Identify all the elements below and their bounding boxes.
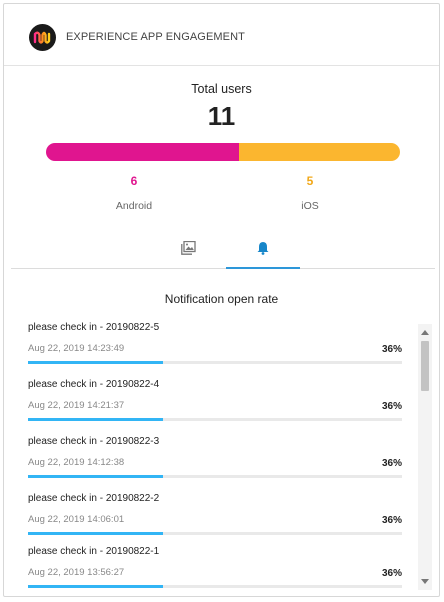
android-count: 6 [130, 174, 138, 188]
bell-icon [257, 242, 269, 255]
notification-open-rate: 36% [381, 401, 402, 412]
scroll-down-arrow-icon[interactable] [421, 579, 429, 584]
android-stat: 6 Android [74, 174, 194, 212]
notification-open-rate: 36% [381, 344, 402, 355]
app-title: EXPERIENCE APP ENGAGEMENT [66, 31, 245, 43]
notification-timestamp: Aug 22, 2019 13:56:27 [28, 567, 125, 578]
open-rate-track [28, 418, 402, 421]
notification-open-rate-title: Notification open rate [164, 292, 279, 306]
notification-title: please check in - 20190822-1 [28, 546, 160, 557]
list-item[interactable]: please check in - 20190822-3 Aug 22, 201… [28, 436, 402, 491]
notification-timestamp: Aug 22, 2019 14:06:01 [28, 514, 125, 525]
open-rate-track [28, 361, 402, 364]
gallery-icon [180, 241, 196, 255]
open-rate-fill [28, 361, 163, 364]
open-rate-fill [28, 532, 163, 535]
android-label: Android [115, 200, 153, 212]
scrollbar-thumb[interactable] [421, 341, 429, 391]
list-item[interactable]: please check in - 20190822-5 Aug 22, 201… [28, 322, 402, 377]
scroll-up-arrow-icon[interactable] [421, 330, 429, 335]
view-tabs [11, 237, 435, 269]
platform-split-bar [46, 143, 400, 161]
notification-title: please check in - 20190822-2 [28, 493, 160, 504]
android-share-segment [46, 143, 239, 161]
open-rate-fill [28, 475, 163, 478]
notification-open-rate: 36% [381, 458, 402, 469]
list-item[interactable]: please check in - 20190822-2 Aug 22, 201… [28, 493, 402, 548]
list-item[interactable]: please check in - 20190822-1 Aug 22, 201… [28, 546, 402, 590]
notification-timestamp: Aug 22, 2019 14:23:49 [28, 343, 125, 354]
ios-share-segment [238, 143, 400, 161]
list-item[interactable]: please check in - 20190822-4 Aug 22, 201… [28, 379, 402, 434]
open-rate-track [28, 532, 402, 535]
notification-title: please check in - 20190822-3 [28, 436, 160, 447]
engagement-card: EXPERIENCE APP ENGAGEMENT Total users 11… [3, 3, 440, 597]
open-rate-fill [28, 585, 163, 588]
open-rate-fill [28, 418, 163, 421]
ios-stat: 5 iOS [250, 174, 370, 212]
ios-count: 5 [306, 174, 314, 188]
total-users-value: 11 [207, 101, 236, 131]
list-scrollbar[interactable] [418, 324, 432, 590]
notification-open-rate: 36% [381, 568, 402, 579]
card-header: EXPERIENCE APP ENGAGEMENT [4, 4, 439, 66]
brand-logo-icon [29, 24, 56, 51]
notification-title: please check in - 20190822-4 [28, 379, 160, 390]
ios-label: iOS [301, 200, 319, 212]
tab-gallery[interactable] [151, 237, 225, 269]
notification-list[interactable]: please check in - 20190822-5 Aug 22, 201… [4, 322, 416, 590]
notification-timestamp: Aug 22, 2019 14:21:37 [28, 400, 125, 411]
tab-notifications[interactable] [226, 237, 300, 269]
total-users-label: Total users [191, 82, 252, 96]
notification-title: please check in - 20190822-5 [28, 322, 160, 333]
notification-open-rate: 36% [381, 515, 402, 526]
notification-timestamp: Aug 22, 2019 14:12:38 [28, 457, 125, 468]
open-rate-track [28, 475, 402, 478]
open-rate-track [28, 585, 402, 588]
